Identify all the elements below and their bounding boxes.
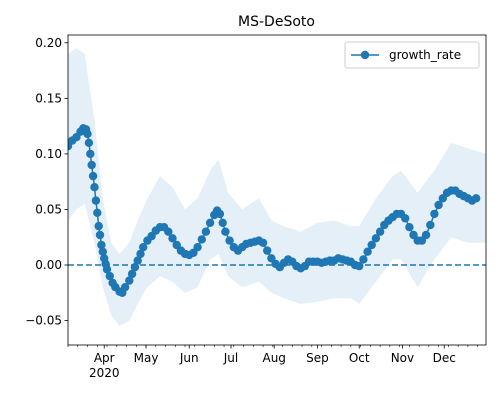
data-point [139,243,148,252]
legend: growth_rate [344,41,480,69]
legend-label: growth_rate [389,48,461,62]
data-point [472,194,481,203]
data-point [102,265,112,274]
data-point [168,234,177,243]
data-point [120,283,130,292]
x-tick-label: Nov [391,351,414,365]
data-point [434,200,443,210]
plot-clipped-group [68,48,486,327]
x-tick-label: Apr [94,351,115,365]
data-point [375,227,385,236]
data-point [363,247,372,256]
data-point [401,214,410,223]
x-tick-label: Jul [223,351,238,365]
y-tick-label: 0.10 [35,147,62,161]
data-point [84,138,94,147]
data-point [127,269,137,279]
y-tick-label: 0.20 [35,36,62,50]
data-point [405,223,414,232]
data-point [125,276,134,285]
x-tick-sublabel: 2020 [89,366,120,380]
data-point [359,255,368,264]
y-tick-label: −0.05 [25,314,62,328]
data-point [105,271,115,281]
x-tick-label: Dec [433,351,456,365]
data-point [218,218,227,227]
data-point [133,256,142,265]
legend-marker [360,50,370,60]
data-point [95,230,105,240]
data-point [263,246,272,255]
data-point [98,247,108,256]
data-point [97,240,106,250]
data-point [421,230,431,240]
data-point [87,160,96,170]
x-tick-label: Aug [262,351,285,365]
data-point [83,129,92,139]
data-point [221,227,230,236]
data-point [136,249,145,259]
y-tick-label: 0.15 [35,91,62,105]
data-point [215,209,225,219]
data-point [430,209,439,219]
y-tick-label: 0.05 [35,202,62,216]
data-point [91,196,101,205]
data-point [225,236,234,245]
x-tick-label: May [134,351,159,365]
data-point [371,234,381,243]
chart-title: MS-DeSoto [238,14,315,30]
axes-frame [67,34,487,346]
x-tick-label: Sep [306,351,329,365]
data-point [164,227,173,236]
data-point [90,183,99,192]
data-point [88,171,98,181]
confidence-band [68,48,486,327]
data-point [367,240,376,250]
data-point [426,220,435,230]
x-tick-label: Oct [349,351,370,365]
data-point [94,221,103,231]
data-point [197,235,206,244]
data-point [201,227,211,236]
data-point [205,218,215,227]
plot-area [68,48,486,327]
data-point [355,261,364,271]
data-point [130,263,140,272]
data-point [93,208,102,217]
legend-box [344,41,480,69]
data-point [193,243,202,252]
y-tick-label: 0.00 [35,258,62,272]
data-point [86,149,95,159]
x-tick-label: Jun [179,351,199,365]
data-point [258,238,268,247]
